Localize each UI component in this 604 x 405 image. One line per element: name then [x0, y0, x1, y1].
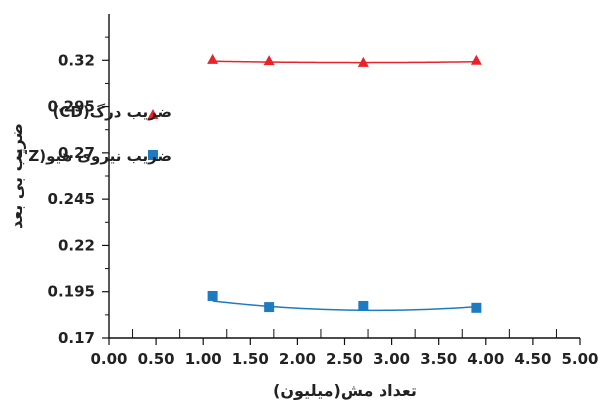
y-tick-label: 0.32	[58, 51, 95, 69]
trendline-series-1	[212, 300, 477, 312]
data-point-square	[471, 302, 482, 313]
series-layer	[207, 53, 482, 313]
data-point-triangle	[470, 54, 482, 65]
x-tick-label: 1.50	[232, 350, 269, 368]
legend: ضریب درگ(CD) ضریب نیروی هیو(Z')	[17, 103, 172, 165]
y-tick-label: 0.195	[48, 283, 95, 301]
data-point-triangle	[263, 55, 275, 66]
y-tick-label: 0.295	[48, 98, 95, 116]
data-point-triangle	[207, 53, 219, 64]
x-tick-label: 2.50	[326, 350, 363, 368]
y-tick-labels: 0.17 0.195 0.22 0.245 0.27 0.295 0.32	[48, 51, 95, 347]
legend-marker-z-square	[148, 150, 158, 160]
y-tick-label: 0.17	[58, 329, 95, 347]
legend-label-cd: ضریب درگ(CD)	[53, 103, 172, 121]
data-point-square	[358, 300, 369, 311]
x-tick-label: 0.00	[90, 350, 127, 368]
x-tick-label: 3.50	[420, 350, 457, 368]
x-tick-label: 3.00	[373, 350, 410, 368]
legend-marker-cd-triangle	[147, 109, 159, 119]
x-tick-label: 4.50	[514, 350, 551, 368]
x-tick-labels: 0.00 0.50 1.00 1.50 2.00 2.50 3.00 3.50 4.00 4.50…	[90, 350, 598, 368]
grid-ticks	[102, 36, 581, 345]
legend-label-z: ضریب نیروی هیو(Z')	[17, 147, 172, 165]
data-point-triangle	[357, 56, 369, 67]
x-tick-label: 2.00	[279, 350, 316, 368]
y-tick-label: 0.245	[48, 190, 95, 208]
x-tick-label: 5.00	[561, 350, 598, 368]
x-tick-label: 4.00	[467, 350, 504, 368]
trendline-series-0	[212, 60, 477, 64]
y-axis-title: ضریب بی بعد	[7, 123, 26, 229]
x-axis-title: تعداد مش(میلیون)	[273, 381, 417, 400]
data-point-square	[264, 302, 275, 313]
y-tick-label: 0.22	[58, 236, 95, 254]
x-tick-label: 1.00	[185, 350, 222, 368]
x-tick-label: 0.50	[138, 350, 175, 368]
data-point-square	[207, 290, 218, 301]
y-tick-label: 0.27	[58, 144, 95, 162]
